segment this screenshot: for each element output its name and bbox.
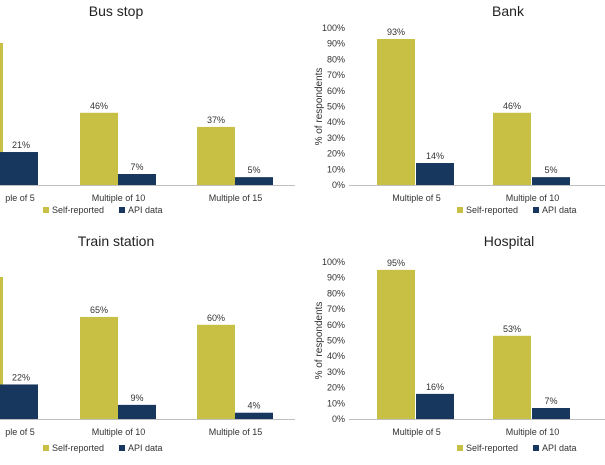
category-label: Multiple of 10: [92, 193, 146, 203]
y-tick-label: 30%: [327, 367, 345, 377]
category-label: Multiple of 5: [392, 427, 441, 437]
data-label: 7%: [544, 396, 557, 406]
bar: [80, 316, 118, 419]
y-tick-label: 90%: [327, 273, 345, 283]
chart-title: Bank: [492, 3, 525, 19]
bar: [532, 408, 570, 419]
data-label: 95%: [387, 258, 405, 268]
bar: [532, 177, 570, 185]
legend-label: Self-reported: [466, 205, 518, 215]
bar: [235, 412, 273, 419]
bar: [235, 177, 273, 185]
category-label: ple of 5: [5, 193, 35, 203]
y-tick-label: 30%: [327, 133, 345, 143]
data-label: 65%: [90, 305, 108, 315]
bar: [0, 152, 38, 185]
bar: [416, 393, 454, 419]
legend-swatch: [533, 207, 539, 213]
y-tick-label: 20%: [327, 383, 345, 393]
bar: [0, 384, 38, 419]
y-axis-label: % of respondents: [314, 302, 325, 380]
data-label: 9%: [130, 393, 143, 403]
y-tick-label: 80%: [327, 288, 345, 298]
legend-swatch: [43, 445, 49, 451]
bar: [197, 126, 235, 185]
category-label: Multiple of 10: [506, 193, 560, 203]
bar: [197, 324, 235, 419]
data-label: 46%: [503, 101, 521, 111]
bar: [118, 404, 156, 419]
data-label: 4%: [247, 401, 260, 411]
data-label: 16%: [426, 382, 444, 392]
bar: [0, 43, 3, 185]
data-label: 53%: [503, 324, 521, 334]
category-label: Multiple of 5: [392, 193, 441, 203]
y-tick-label: 10%: [327, 398, 345, 408]
bar: [493, 112, 531, 185]
legend-swatch: [119, 445, 125, 451]
data-label: 14%: [426, 151, 444, 161]
chart-title: Hospital: [484, 233, 535, 249]
data-label: 21%: [12, 140, 30, 150]
y-tick-label: 0%: [332, 414, 345, 424]
category-label: ple of 5: [5, 427, 35, 437]
data-label: 46%: [90, 101, 108, 111]
chart-title: Bus stop: [89, 3, 144, 19]
y-tick-label: 10%: [327, 164, 345, 174]
data-label: 7%: [130, 162, 143, 172]
data-label: 22%: [12, 372, 30, 382]
category-label: Multiple of 15: [209, 427, 263, 437]
bar: [493, 335, 531, 419]
legend-label: API data: [542, 205, 577, 215]
data-label: 37%: [207, 115, 225, 125]
legend-label: Self-reported: [52, 443, 104, 453]
y-tick-label: 100%: [322, 257, 345, 267]
legend-swatch: [119, 207, 125, 213]
legend-swatch: [457, 207, 463, 213]
y-axis-label: % of respondents: [314, 68, 325, 146]
bar: [377, 38, 415, 185]
legend-label: Self-reported: [466, 443, 518, 453]
legend-swatch: [457, 445, 463, 451]
y-tick-label: 70%: [327, 70, 345, 80]
y-tick-label: 60%: [327, 86, 345, 96]
bar: [80, 112, 118, 185]
legend-label: API data: [128, 443, 163, 453]
y-tick-label: 40%: [327, 351, 345, 361]
y-tick-label: 50%: [327, 336, 345, 346]
y-tick-label: 70%: [327, 304, 345, 314]
data-label: 93%: [387, 27, 405, 37]
data-label: 5%: [544, 165, 557, 175]
legend-swatch: [43, 207, 49, 213]
bar: [377, 269, 415, 419]
category-label: Multiple of 10: [92, 427, 146, 437]
bar: [118, 174, 156, 185]
category-label: Multiple of 15: [209, 193, 263, 203]
legend-label: Self-reported: [52, 205, 104, 215]
legend-swatch: [533, 445, 539, 451]
y-tick-label: 20%: [327, 149, 345, 159]
category-label: Multiple of 10: [506, 427, 560, 437]
y-tick-label: 100%: [322, 23, 345, 33]
data-label: 60%: [207, 313, 225, 323]
data-label: 5%: [247, 165, 260, 175]
y-tick-label: 0%: [332, 180, 345, 190]
y-tick-label: 80%: [327, 54, 345, 64]
bar: [416, 163, 454, 185]
y-tick-label: 60%: [327, 320, 345, 330]
y-tick-label: 50%: [327, 102, 345, 112]
legend-label: API data: [128, 205, 163, 215]
y-tick-label: 90%: [327, 39, 345, 49]
bar: [0, 277, 3, 419]
y-tick-label: 40%: [327, 117, 345, 127]
legend-label: API data: [542, 443, 577, 453]
chart-title: Train station: [78, 233, 155, 249]
